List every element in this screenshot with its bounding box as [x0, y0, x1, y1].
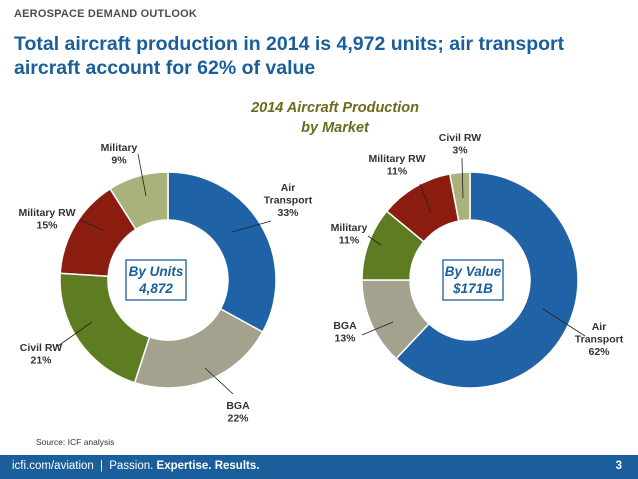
donut-2-leader-5: [461, 157, 464, 199]
donut-1-leader-5: [137, 153, 147, 197]
donut-1-slice-5: [109, 171, 169, 231]
donut-1-leader-2: [204, 367, 234, 395]
donut-2-leader-1: [542, 308, 586, 337]
donut-2-label-2: BGA 13%: [333, 320, 357, 345]
donut-1-center-label: By Units 4,872: [129, 264, 184, 296]
footer-tagline-plain: Passion.: [109, 460, 154, 472]
chart-title: 2014 Aircraft Production by Market: [200, 98, 470, 138]
footer-bar: icfi.com/aviation | Passion. Expertise. …: [0, 455, 638, 479]
footer-separator: |: [100, 460, 104, 472]
donut-2-slice-1: [395, 171, 579, 389]
donut-2-label-1: Air Transport 62%: [575, 321, 624, 358]
donut-2-label-4: Military RW 11%: [369, 153, 426, 178]
donut-1-leader-1: [231, 220, 272, 233]
chart-title-line-1: 2014 Aircraft Production: [251, 100, 419, 116]
headline: Total aircraft production in 2014 is 4,9…: [14, 33, 565, 79]
section-label: AEROSPACE DEMAND OUTLOOK: [14, 8, 198, 20]
donut-2-slice-5: [448, 171, 471, 222]
donut-1-slice-1: [167, 171, 277, 334]
donut-1-label-5: Military 9%: [101, 142, 138, 167]
donut-2-label-5: Civil RW 3%: [439, 132, 481, 157]
donut-2-leader-3: [367, 235, 382, 246]
donut-1-label-3: Civil RW 21%: [20, 342, 62, 367]
footer-tagline-bold: Expertise. Results.: [156, 460, 260, 472]
donut-1-center-box: [125, 259, 187, 301]
donut-1-label-2: BGA 22%: [226, 400, 250, 425]
donut-2-center-box: [442, 259, 504, 301]
footer-brand: icfi.com/aviation | Passion. Expertise. …: [12, 460, 259, 472]
donut-charts: Air Transport 33% BGA 22% Civil RW 21% Military…: [19, 132, 624, 425]
donut-2-leader-4: [419, 183, 432, 214]
chart-title-line-2: by Market: [301, 120, 369, 136]
donut-2-center-label: By Value $171B: [445, 264, 502, 296]
donut-1-slice-2: [133, 307, 264, 389]
source-note: Source: ICF analysis: [36, 437, 115, 447]
page-number: 3: [615, 460, 622, 472]
donut-2-label-3: Military 11%: [331, 222, 368, 247]
footer-site-link[interactable]: icfi.com/aviation: [12, 460, 94, 472]
donut-1-leader-4: [79, 219, 104, 231]
donut-1-label-4: Military RW 15%: [19, 207, 76, 232]
donut-2-leader-2: [361, 321, 394, 336]
donut-1-label-1: Air Transport 33%: [264, 182, 313, 219]
donut-1-leader-3: [57, 321, 93, 347]
